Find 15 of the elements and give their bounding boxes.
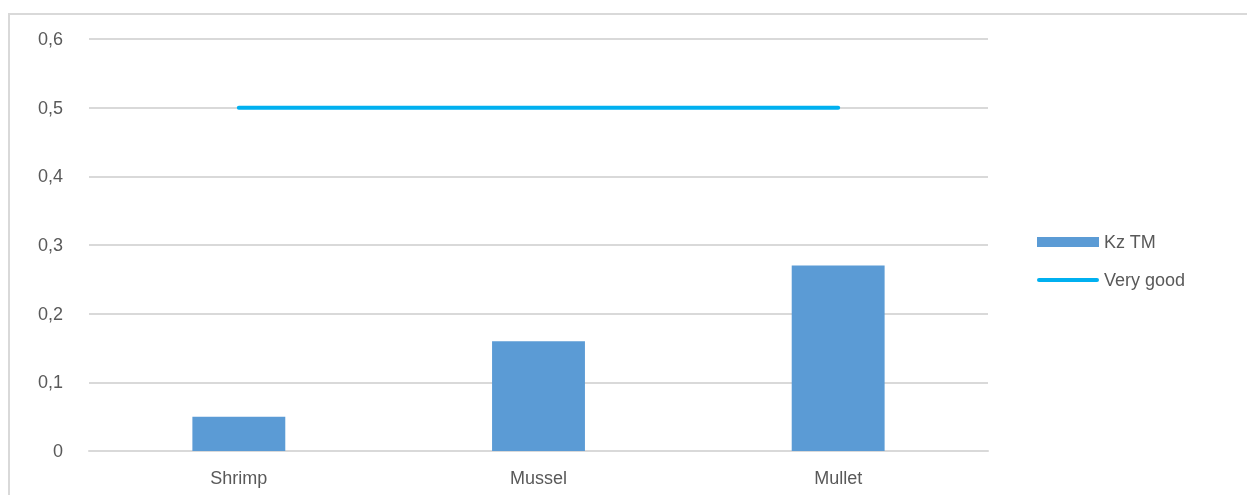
y-tick-label: 0,5	[37, 97, 63, 118]
x-tick-label: Mussel	[509, 468, 568, 488]
x-tick-label: Mullet	[814, 468, 863, 488]
legend-label: Very good	[1104, 270, 1186, 290]
y-tick-label: 0,4	[37, 166, 63, 187]
y-tick-label: 0,6	[37, 29, 63, 49]
y-tick-label: 0	[52, 441, 63, 461]
x-tick-label: Shrimp	[210, 468, 268, 488]
bar	[192, 416, 286, 451]
y-tick-label: 0,3	[37, 235, 63, 255]
y-tick-label: 0,1	[37, 372, 63, 393]
bar	[492, 341, 585, 451]
bar	[791, 265, 885, 451]
legend-label: Kz TM	[1104, 232, 1156, 252]
y-tick-label: 0,2	[37, 303, 63, 324]
